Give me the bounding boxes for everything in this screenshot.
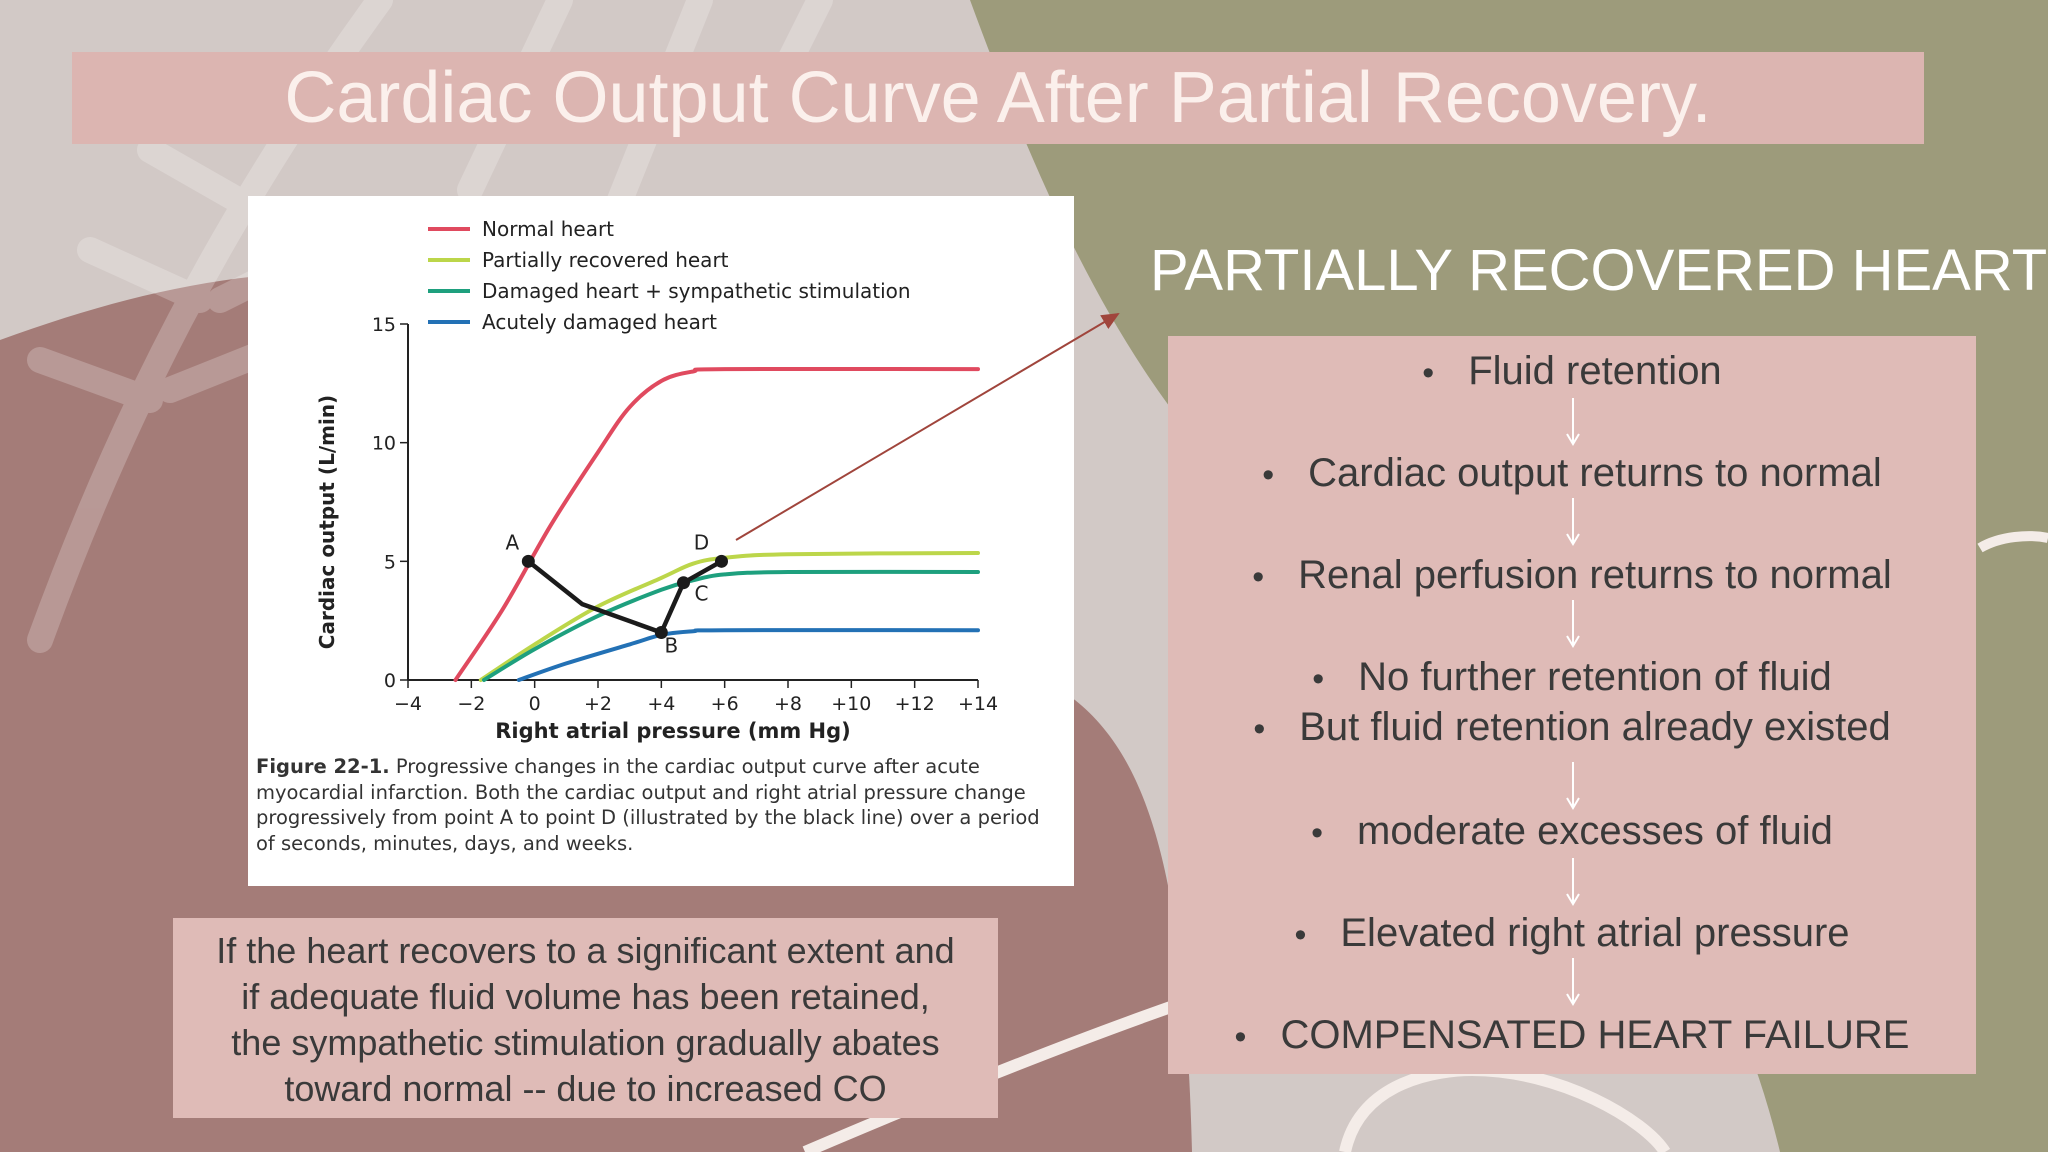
x-axis-label: Right atrial pressure (mm Hg) <box>495 719 851 743</box>
x-tick-label: −2 <box>457 693 485 715</box>
x-tick-label: +14 <box>958 693 998 715</box>
y-tick-label: 5 <box>384 551 396 573</box>
x-tick-label: +2 <box>584 693 612 715</box>
slide-title: Cardiac Output Curve After Partial Recov… <box>284 58 1712 138</box>
bullet-item: • Cardiac output returns to normal <box>1262 451 1882 495</box>
bullet-item: • moderate excesses of fluid <box>1311 809 1833 853</box>
figure-22-1: −4 −2 0 +2 +4 +6 +8 +10 +12 +14 0 5 10 15 Right atrial… <box>248 196 1074 886</box>
damaged-heart-sympathetic-stimulation-line <box>482 569 980 682</box>
y-axis-label: Cardiac output (L/min) <box>315 395 339 649</box>
arrow-down-icon <box>1566 762 1580 810</box>
bullet-text: Fluid retention <box>1468 349 1722 393</box>
decor-arc-right <box>1977 531 2048 553</box>
normal-heart-line <box>453 366 980 682</box>
legend-entry: Acutely damaged heart <box>482 310 717 334</box>
point-label-d: D <box>694 530 709 554</box>
partially-recovered-heart-line <box>478 551 980 682</box>
x-tick-label: −4 <box>394 693 422 715</box>
bullet-text: No further retention of fluid <box>1358 655 1832 699</box>
bullet-item: • But fluid retention already existed <box>1253 705 1891 749</box>
point-label-c: C <box>695 582 709 606</box>
figure-label: Figure 22-1. <box>256 755 390 778</box>
legend-entry: Partially recovered heart <box>482 248 729 272</box>
bullet-item: • Fluid retention <box>1422 349 1722 393</box>
x-tick-label: +4 <box>647 693 675 715</box>
x-tick-label: 0 <box>529 693 541 715</box>
bullet-text: moderate excesses of fluid <box>1357 809 1833 853</box>
progression-point <box>715 554 728 568</box>
bullet-item: • No further retention of fluid <box>1312 655 1832 699</box>
acutely-damaged-heart-line <box>516 628 980 682</box>
bullet-text: Renal perfusion returns to normal <box>1298 553 1892 597</box>
side-heading: PARTIALLY RECOVERED HEART <box>1150 238 2048 303</box>
legend-entry: Damaged heart + sympathetic stimulation <box>482 279 911 303</box>
x-tick-label: +12 <box>895 693 935 715</box>
bullet-text: Cardiac output returns to normal <box>1308 451 1882 495</box>
arrow-down-icon <box>1566 498 1580 546</box>
x-tick-label: +8 <box>774 693 802 715</box>
bullet-item: • Renal perfusion returns to normal <box>1252 553 1892 597</box>
figure-caption: Figure 22-1. Progressive changes in the … <box>256 754 1062 856</box>
arrow-down-icon <box>1566 858 1580 906</box>
arrow-down-icon <box>1566 600 1580 648</box>
point-label-a: A <box>505 530 519 554</box>
point-label-b: B <box>664 634 678 658</box>
sequence-box: • Fluid retention • Cardiac output returns… <box>1168 336 1976 1074</box>
figure-caption-text: Progressive changes in the cardiac outpu… <box>256 755 1040 855</box>
y-tick-label: 10 <box>372 433 396 455</box>
bullet-item: • COMPENSATED HEART FAILURE <box>1234 1013 1910 1057</box>
title-bar <box>72 52 1924 144</box>
progression-point <box>677 576 690 590</box>
x-tick-label: +10 <box>831 693 871 715</box>
arrow-down-icon <box>1566 958 1580 1006</box>
x-tick-label: +6 <box>711 693 739 715</box>
progression-point <box>654 626 668 640</box>
explanation-box: If the heart recovers to a significant e… <box>173 918 998 1118</box>
y-tick-label: 15 <box>372 314 396 336</box>
bullet-text: But fluid retention already existed <box>1299 705 1891 749</box>
progression-point <box>521 554 535 568</box>
legend-entry: Normal heart <box>482 217 614 241</box>
bullet-text: Elevated right atrial pressure <box>1340 911 1850 955</box>
bullet-text: COMPENSATED HEART FAILURE <box>1280 1013 1910 1057</box>
cardiac-output-chart: −4 −2 0 +2 +4 +6 +8 +10 +12 +14 0 5 10 15 Right atrial… <box>315 217 998 743</box>
arrow-down-icon <box>1566 398 1580 446</box>
bullet-item: • Elevated right atrial pressure <box>1294 911 1850 955</box>
explanation-text: If the heart recovers to a significant e… <box>216 930 955 1109</box>
progression-path <box>526 559 723 635</box>
y-tick-label: 0 <box>384 670 396 692</box>
